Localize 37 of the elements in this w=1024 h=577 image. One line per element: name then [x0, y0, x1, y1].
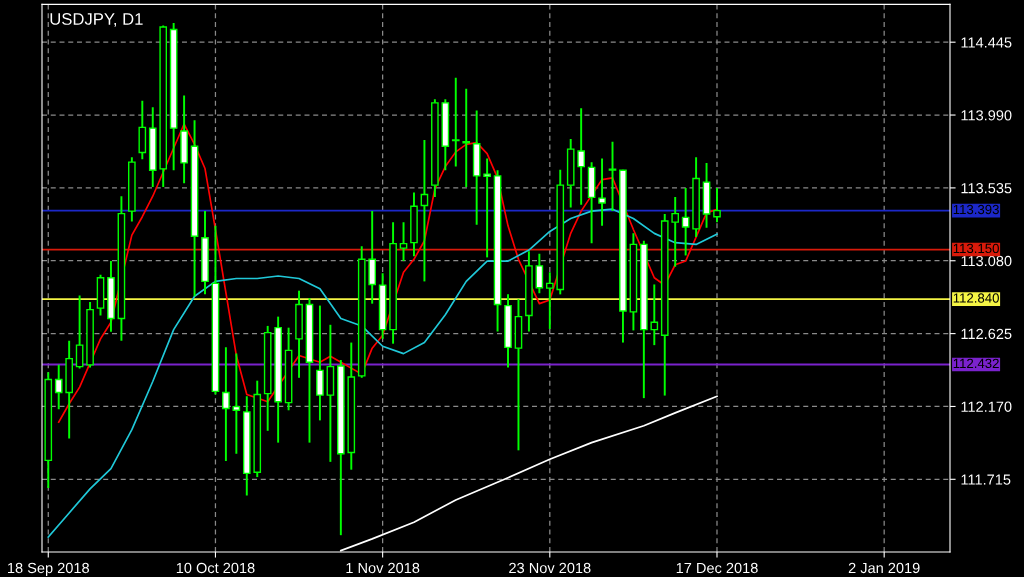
candlestick	[75, 294, 84, 370]
x-tick-label: 1 Nov 2018	[346, 562, 420, 574]
candlestick	[671, 196, 680, 268]
candlestick	[462, 87, 471, 188]
candlestick	[713, 187, 721, 224]
x-tick-label: 17 Dec 2018	[676, 562, 758, 574]
ref-line-label: 112.840	[953, 293, 999, 303]
y-tick-label: 113.080	[961, 255, 1012, 267]
y-tick-label: 111.715	[961, 474, 1011, 485]
x-tick-label: 23 Nov 2018	[509, 562, 591, 574]
candlestick	[608, 140, 617, 213]
candlestick	[681, 187, 690, 257]
y-tick-label: 112.170	[961, 401, 1012, 412]
candlestick	[577, 107, 585, 206]
candlestick	[545, 271, 554, 330]
candlestick	[222, 346, 230, 463]
y-tick-label: 113.990	[961, 110, 1012, 121]
candlestick	[598, 157, 606, 227]
candlestick	[399, 221, 408, 263]
y-tick-label: 113.535	[961, 182, 1012, 194]
chart-title: USDJPY, D1	[50, 13, 143, 27]
candlestick	[420, 139, 429, 283]
x-tick-label: 18 Sep 2018	[8, 562, 89, 577]
x-tick-label: 2 Jan 2019	[848, 562, 920, 574]
candlestick	[483, 157, 491, 259]
ref-line-label: 112.432	[953, 358, 999, 369]
candlestick	[232, 352, 241, 455]
line-series	[47, 208, 718, 538]
ref-line-label: 113.150	[953, 243, 999, 254]
candlestick	[650, 283, 659, 347]
y-tick-label: 112.625	[961, 328, 1012, 340]
x-tick-label: 10 Oct 2018	[176, 562, 255, 574]
y-tick-label: 114.445	[961, 37, 1012, 48]
ref-line-label: 113.393	[953, 204, 999, 215]
candlestick	[535, 252, 544, 295]
candlestick	[451, 76, 460, 168]
candlestick	[54, 363, 63, 411]
